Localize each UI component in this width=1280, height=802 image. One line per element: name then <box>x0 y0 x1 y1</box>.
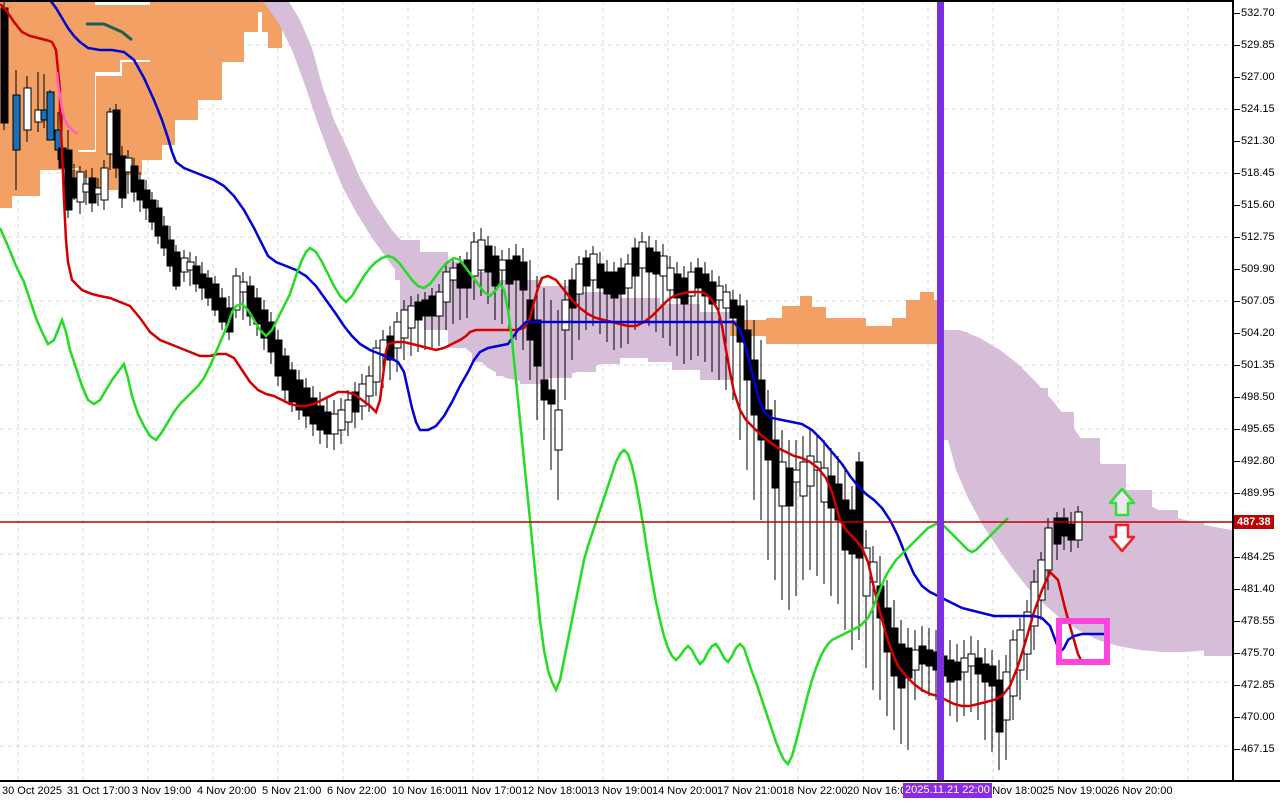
time-axis-tick: 26 Nov 20:00 <box>1107 785 1173 797</box>
time-axis-tick: 18 Nov 22:00 <box>782 785 848 797</box>
time-axis-tick: 14 Nov 20:00 <box>652 785 718 797</box>
price-axis-tick: 529.85 <box>1234 39 1275 51</box>
price-axis-tick: 515.60 <box>1234 199 1275 211</box>
signal-arrow-down[interactable] <box>1108 523 1136 553</box>
price-axis[interactable]: 532.70 529.85 527.00 524.15 521.30 518.45 515.… <box>1232 0 1280 780</box>
price-axis-tick: 467.15 <box>1234 743 1275 755</box>
price-axis-tick: 518.45 <box>1234 167 1275 179</box>
kijun-sen-line <box>49 0 1106 655</box>
time-axis[interactable]: 30 Oct 2025 31 Oct 17:00 3 Nov 19:00 4 Nov … <box>0 780 1280 802</box>
price-axis-tick: 509.90 <box>1234 263 1275 275</box>
time-axis-tick: 5 Nov 21:00 <box>262 785 322 797</box>
pink-segment <box>55 71 79 136</box>
price-axis-tick: 501.35 <box>1234 359 1275 371</box>
time-axis-tick: 6 Nov 22:00 <box>327 785 387 797</box>
price-axis-tick: 521.30 <box>1234 135 1275 147</box>
time-axis-tick: 30 Oct 2025 <box>2 785 62 797</box>
price-axis-tick: 532.70 <box>1234 7 1275 19</box>
price-axis-tick: 475.70 <box>1234 647 1275 659</box>
tenkan-sen-line <box>0 3 1086 708</box>
price-axis-tick: 481.40 <box>1234 583 1275 595</box>
time-axis-tick: 31 Oct 17:00 <box>67 785 130 797</box>
signal-arrow-up[interactable] <box>1108 487 1136 517</box>
teal-segment <box>86 22 133 42</box>
price-axis-tick: 492.80 <box>1234 455 1275 467</box>
time-axis-tick: 17 Nov 21:00 <box>717 785 783 797</box>
plot-area[interactable] <box>0 0 1232 780</box>
chart-svg <box>0 0 1232 780</box>
time-axis-tick: 12 Nov 18:00 <box>522 785 588 797</box>
price-axis-tick: 512.75 <box>1234 231 1275 243</box>
time-axis-tick: 10 Nov 16:00 <box>392 785 458 797</box>
price-axis-tick: 472.85 <box>1234 679 1275 691</box>
crosshair-vertical-line[interactable] <box>937 0 944 780</box>
time-axis-tick: 24 Nov 18:00 <box>977 785 1043 797</box>
highlight-rectangle[interactable] <box>1056 618 1110 665</box>
price-axis-tick: 478.55 <box>1234 615 1275 627</box>
price-axis-tick: 489.95 <box>1234 487 1275 499</box>
price-axis-tick: 495.65 <box>1234 423 1275 435</box>
price-axis-tick: 470.00 <box>1234 711 1275 723</box>
price-axis-tick: 524.15 <box>1234 103 1275 115</box>
grid-vertical <box>17 0 1189 780</box>
price-axis-tick: 507.05 <box>1234 295 1275 307</box>
time-axis-tick: 11 Nov 17:00 <box>457 785 522 797</box>
current-price-tag: 487.38 <box>1234 515 1274 529</box>
time-axis-tick: 25 Nov 19:00 <box>1042 785 1108 797</box>
crosshair-time-tag: 2025.11.21 22:00 <box>903 783 992 798</box>
price-axis-tick: 484.25 <box>1234 551 1275 563</box>
time-axis-tick: 13 Nov 19:00 <box>587 785 653 797</box>
time-axis-tick: 4 Nov 20:00 <box>197 785 257 797</box>
chikou-span-line <box>0 227 1009 767</box>
time-axis-tick: 3 Nov 19:00 <box>132 785 192 797</box>
price-axis-tick: 527.00 <box>1234 71 1275 83</box>
price-axis-tick: 498.50 <box>1234 391 1275 403</box>
price-axis-tick: 504.20 <box>1234 327 1275 339</box>
time-axis-tick: 20 Nov 16:00 <box>847 785 913 797</box>
